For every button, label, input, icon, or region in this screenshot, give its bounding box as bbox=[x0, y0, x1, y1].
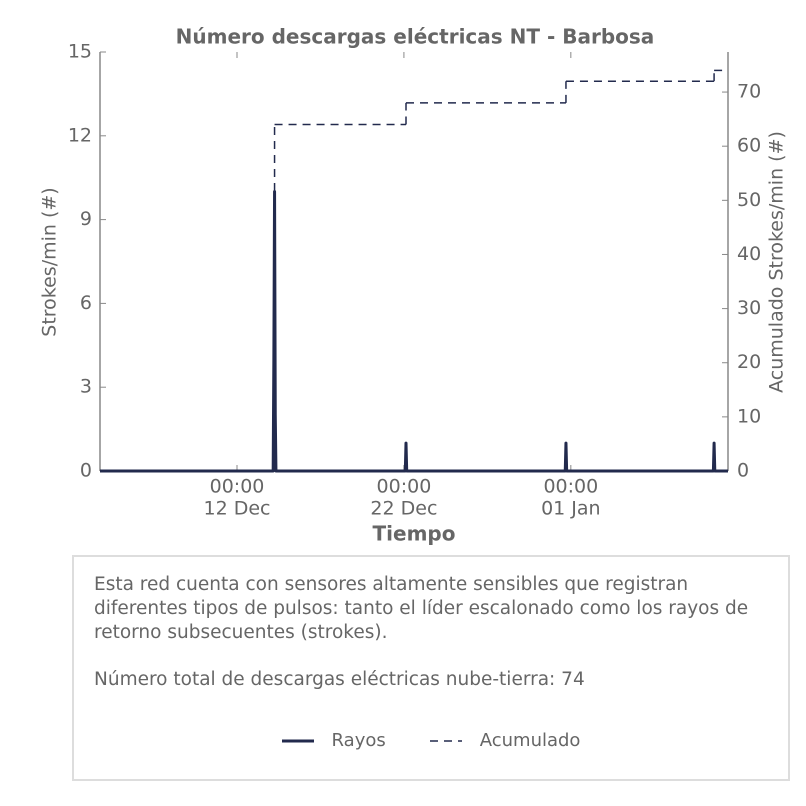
info-text: Esta red cuenta con sensores altamente s… bbox=[94, 574, 749, 643]
legend: Rayos Acumulado bbox=[74, 729, 788, 753]
y2-tick-label: 50 bbox=[737, 189, 761, 211]
y2-tick-label: 40 bbox=[737, 243, 761, 265]
x-axis-label: Tiempo bbox=[373, 522, 456, 546]
y2-tick-label: 70 bbox=[737, 81, 761, 103]
x-tick-label: 00:00 bbox=[377, 476, 432, 498]
legend-swatch bbox=[429, 740, 462, 742]
legend-item: Rayos bbox=[281, 729, 386, 753]
legend-swatch bbox=[281, 739, 314, 743]
info-total: Número total de descargas eléctricas nub… bbox=[94, 669, 585, 690]
y-tick-label: 9 bbox=[80, 208, 92, 230]
x-tick-label: 22 Dec bbox=[370, 498, 437, 520]
legend-item: Acumulado bbox=[429, 729, 581, 753]
y-axis-label: Strokes/min (#) bbox=[39, 187, 61, 336]
legend-label: Acumulado bbox=[479, 730, 581, 751]
y2-axis-label: Acumulado Strokes/min (#) bbox=[766, 131, 788, 393]
y-tick-label: 12 bbox=[68, 124, 92, 146]
y2-tick-label: 20 bbox=[737, 351, 761, 373]
y-tick-label: 6 bbox=[80, 292, 92, 314]
x-tick-label: 00:00 bbox=[543, 476, 598, 498]
y-tick-label: 0 bbox=[80, 460, 92, 482]
y-tick-label: 15 bbox=[68, 41, 92, 63]
y2-tick-label: 10 bbox=[737, 405, 761, 427]
y2-tick-label: 60 bbox=[737, 135, 761, 157]
x-tick-label: 00:00 bbox=[210, 476, 265, 498]
info-box: Esta red cuenta con sensores altamente s… bbox=[72, 555, 790, 781]
y2-tick-label: 30 bbox=[737, 297, 761, 319]
y2-tick-label: 0 bbox=[737, 460, 749, 482]
y-tick-label: 3 bbox=[80, 376, 92, 398]
line bbox=[100, 190, 728, 473]
chart-title: Número descargas eléctricas NT - Barbosa bbox=[176, 25, 655, 49]
x-tick-label: 01 Jan bbox=[541, 498, 601, 520]
legend-label: Rayos bbox=[331, 730, 386, 751]
chart: Número descargas eléctricas NT - Barbosa… bbox=[39, 25, 788, 546]
x-tick-label: 12 Dec bbox=[204, 498, 271, 520]
